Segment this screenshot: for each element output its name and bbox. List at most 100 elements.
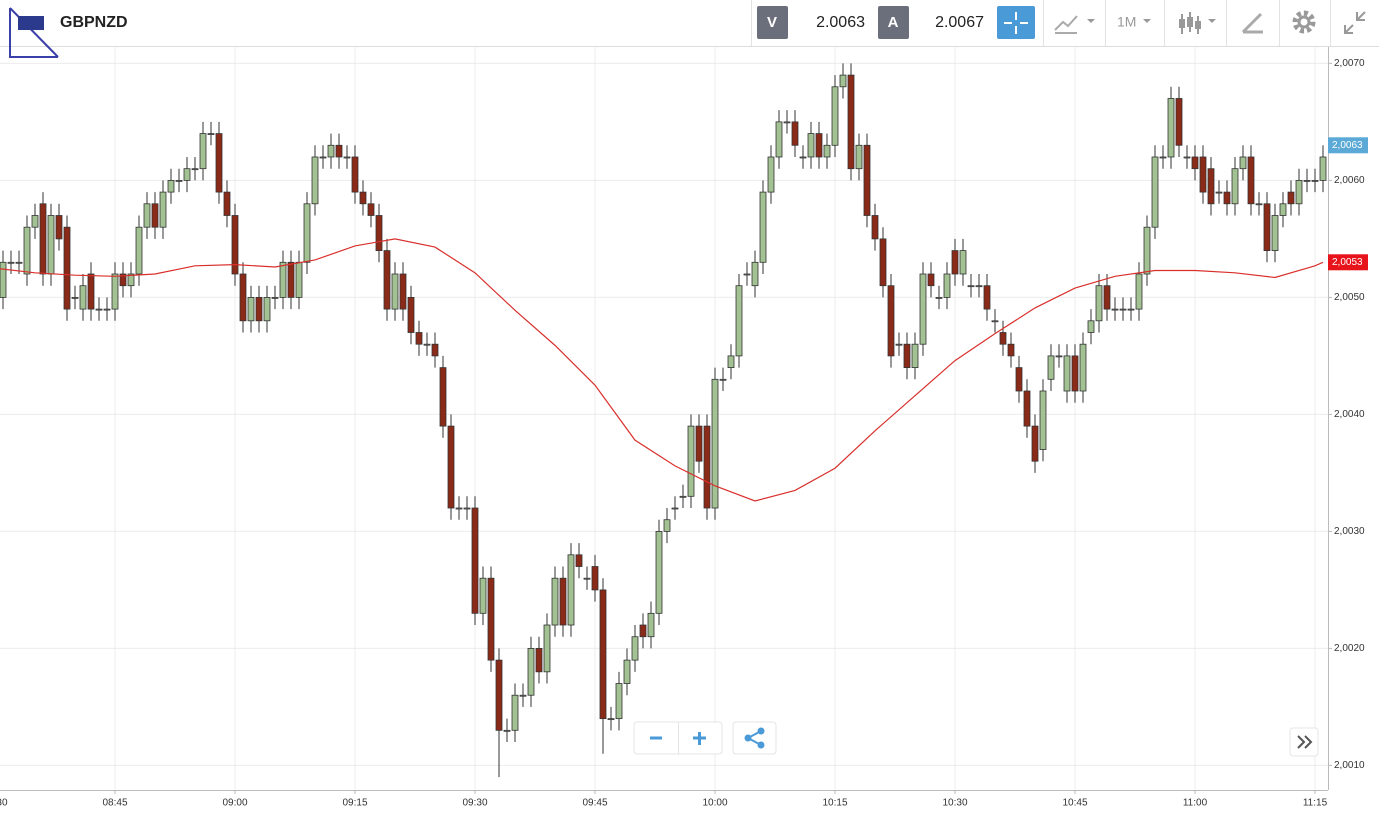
candle-body	[479, 577, 487, 614]
candle-body	[807, 133, 815, 158]
candle-body	[815, 133, 823, 158]
candle-body	[303, 203, 311, 263]
candle-body	[1127, 308, 1135, 311]
candle-body	[743, 273, 751, 276]
price-marker-label: 2,0063	[1332, 140, 1363, 151]
candle-body	[935, 296, 943, 299]
candle-body	[1047, 355, 1055, 380]
candle-body	[207, 133, 215, 135]
candle-body	[383, 250, 391, 310]
candle-body	[599, 589, 607, 720]
x-tick-label: 10:30	[942, 798, 967, 809]
share-icon	[757, 727, 765, 735]
candle-body	[215, 133, 223, 193]
x-tick-label: 09:45	[582, 798, 607, 809]
candle-body	[519, 694, 527, 697]
candle-body	[79, 285, 87, 310]
candle-body	[775, 121, 783, 158]
candle-body	[855, 144, 863, 170]
candle-body	[1239, 156, 1247, 170]
candle-body	[359, 191, 367, 205]
candle-body	[1247, 156, 1255, 205]
candle-body	[335, 144, 343, 158]
candle-body	[623, 659, 631, 684]
y-tick-label: 2,0060	[1334, 175, 1365, 186]
candle-body	[823, 144, 831, 158]
candle-body	[327, 144, 335, 158]
candle-body	[143, 203, 151, 228]
candle-body	[959, 250, 967, 275]
candle-body	[1319, 156, 1327, 181]
candle-body	[247, 296, 255, 322]
candle-body	[911, 343, 919, 369]
candle-body	[279, 261, 287, 298]
candle-body	[1079, 343, 1087, 392]
candle-body	[735, 285, 743, 357]
x-tick-label: 09:00	[222, 798, 247, 809]
candle-body	[871, 215, 879, 240]
candle-body	[759, 191, 767, 263]
candle-body	[151, 203, 159, 228]
price-marker	[1328, 137, 1368, 154]
candle-body	[183, 168, 191, 181]
candle-body	[711, 378, 719, 509]
candle-body	[559, 577, 567, 626]
candle-body	[615, 683, 623, 720]
x-tick-label: 10:00	[702, 798, 727, 809]
candle-body	[319, 156, 327, 159]
candle-body	[239, 273, 247, 322]
candle-body	[39, 203, 47, 275]
candle-body	[311, 156, 319, 205]
candle-body	[903, 343, 911, 369]
crosshair-button[interactable]	[997, 6, 1035, 39]
bid-badge[interactable]	[757, 6, 788, 39]
candle-body	[1207, 168, 1215, 205]
candle-body	[847, 74, 855, 170]
crosshair-icon	[1004, 12, 1028, 34]
candle-body	[111, 273, 119, 310]
candle-body	[575, 554, 583, 567]
candle-body	[1071, 355, 1079, 392]
candle-body	[1263, 203, 1271, 251]
x-tick-label: 11:15	[1303, 798, 1328, 809]
candle-body	[1223, 191, 1231, 205]
chart-type-button[interactable]	[1054, 15, 1078, 34]
ask-price: 2.0067	[935, 14, 984, 31]
candle-body	[527, 648, 535, 696]
candle-body	[1095, 285, 1103, 322]
y-tick-label: 2,0070	[1334, 58, 1365, 69]
draw-button[interactable]	[1241, 12, 1263, 34]
candle-body	[199, 133, 207, 170]
candle-body	[231, 215, 239, 275]
candle-body	[1087, 320, 1095, 333]
candle-body	[879, 238, 887, 287]
ask-badge[interactable]	[878, 6, 909, 39]
timeframe-button[interactable]: 1M	[1117, 14, 1136, 30]
candle-body	[471, 507, 479, 614]
ask-label: A	[888, 14, 899, 31]
candle-body	[255, 296, 263, 322]
share-button[interactable]	[732, 721, 777, 755]
candle-body	[495, 659, 503, 731]
candle-body	[1199, 156, 1207, 193]
candle-body	[1039, 390, 1047, 450]
candle-body	[1063, 355, 1071, 392]
candles-icon	[1187, 17, 1193, 27]
x-tick-label: 09:30	[462, 798, 487, 809]
zoom-in-button[interactable]	[693, 732, 706, 745]
candle-body	[751, 261, 759, 287]
candle-body	[1023, 390, 1031, 427]
candle-body	[1143, 226, 1151, 275]
candle-body	[95, 308, 103, 311]
dropdown-caret	[1143, 19, 1151, 23]
candle-body	[7, 261, 15, 264]
candle-body	[47, 215, 55, 275]
candle-body	[567, 554, 575, 626]
collapse-button[interactable]	[1344, 11, 1366, 34]
settings-button[interactable]	[1292, 10, 1316, 34]
candle-body	[1271, 215, 1279, 251]
candle-body	[15, 261, 23, 264]
candle-body	[23, 226, 31, 275]
candle-body	[927, 273, 935, 287]
candle-body	[1007, 343, 1015, 357]
